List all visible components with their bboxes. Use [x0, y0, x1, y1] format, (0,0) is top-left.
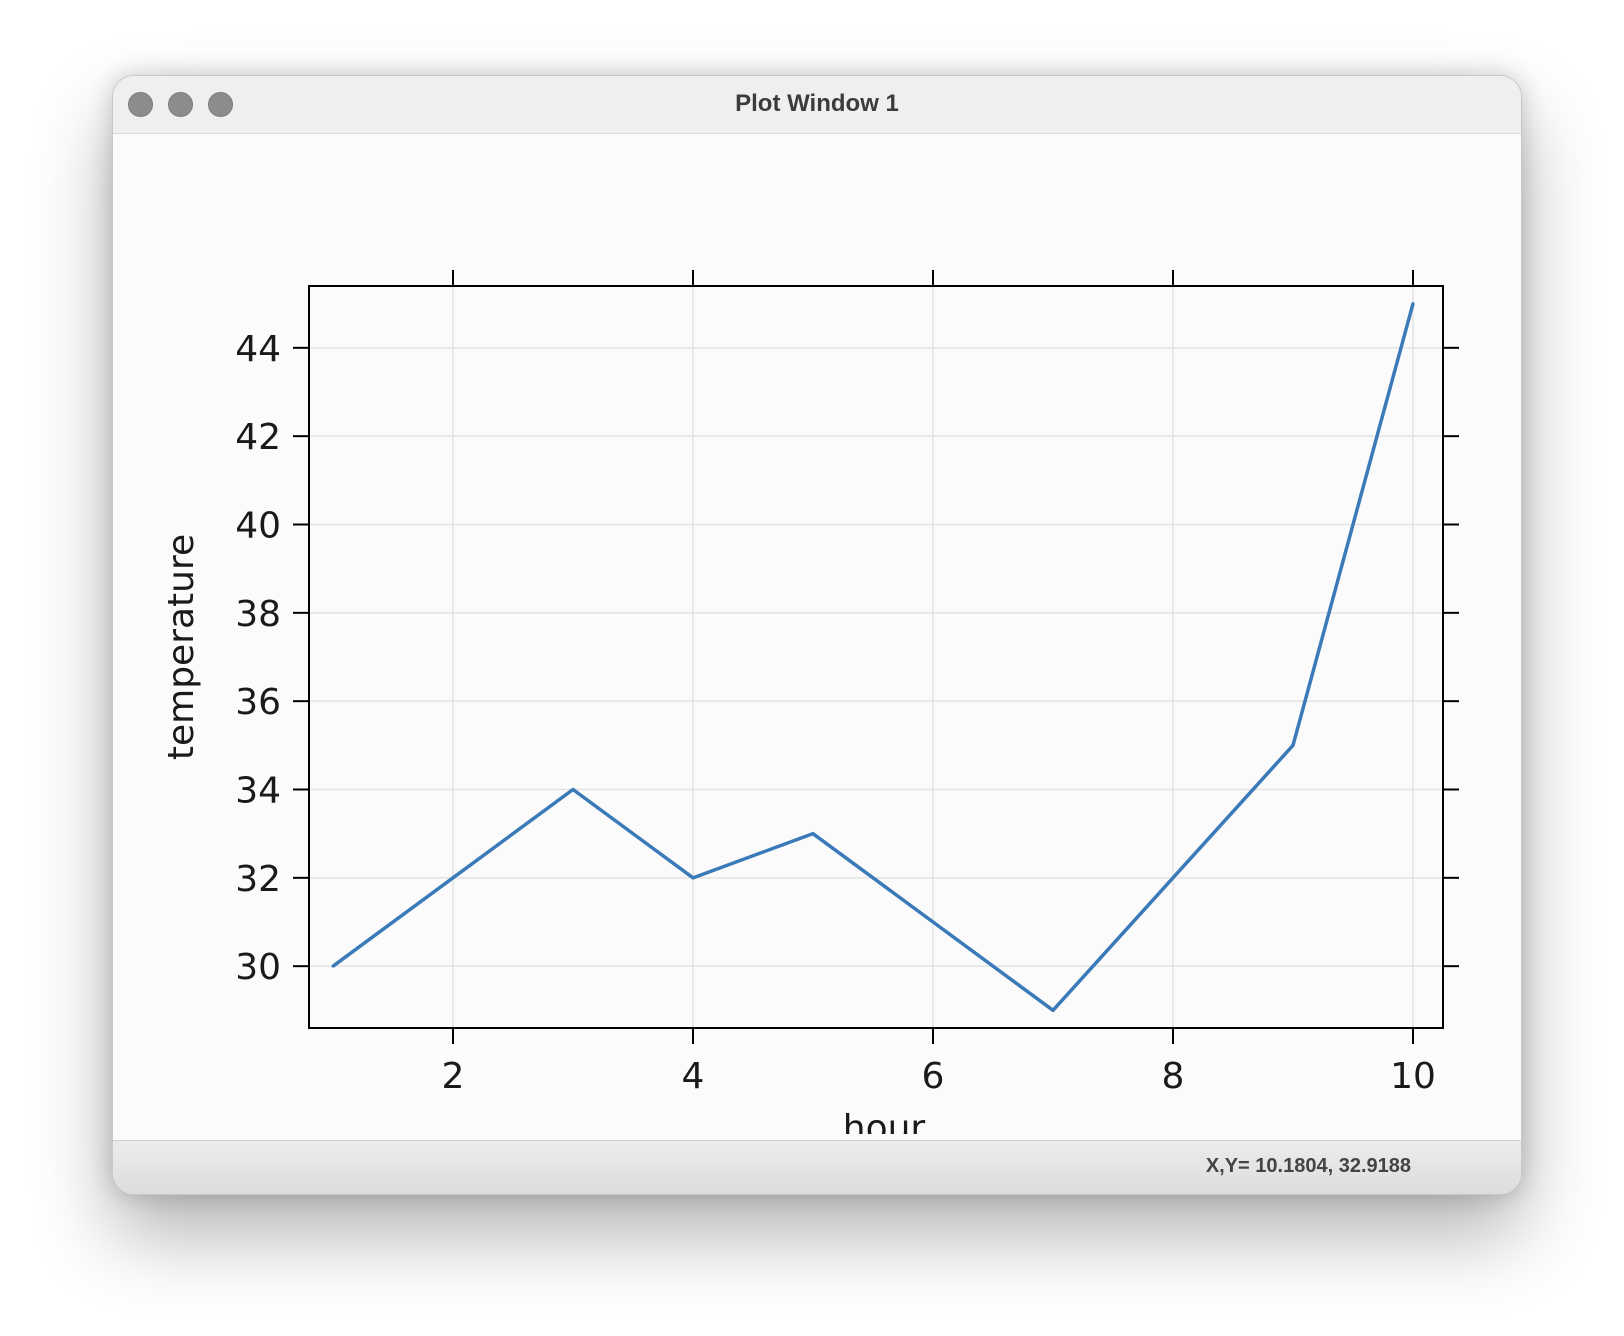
plot-frame — [308, 285, 1444, 1029]
data-point — [451, 876, 455, 880]
data-point — [571, 788, 575, 791]
x-tick-label: 8 — [1162, 1056, 1185, 1097]
y-tick-label: 44 — [235, 329, 281, 370]
data-point — [1171, 876, 1175, 880]
cursor-coordinates: X,Y= 10.1804, 32.9188 — [1205, 1155, 1411, 1177]
plot-window: Plot Window 1 2 4 6 8 10 30 32 34 36 38 40 42 44 hou… — [112, 75, 1522, 1195]
data-point — [691, 876, 695, 880]
y-tick-label: 36 — [235, 682, 281, 723]
line-chart[interactable]: 2 4 6 8 10 30 32 34 36 38 40 42 44 hour temperature — [113, 134, 1521, 1149]
status-bar: X,Y= 10.1804, 32.9188 — [113, 1140, 1521, 1194]
data-point — [1411, 302, 1415, 306]
x-tick-label: 4 — [682, 1056, 705, 1097]
axis-ticks — [293, 270, 1459, 1044]
y-tick-label: 30 — [235, 947, 281, 988]
plot-canvas[interactable]: 2 4 6 8 10 30 32 34 36 38 40 42 44 hour temperature — [113, 134, 1521, 1149]
series — [331, 302, 1415, 1013]
x-tick-label: 10 — [1390, 1056, 1436, 1097]
y-tick-label: 34 — [235, 771, 281, 812]
x-tick-label: 6 — [922, 1056, 945, 1097]
data-point — [1291, 743, 1295, 747]
window-title: Plot Window 1 — [735, 90, 899, 117]
y-axis-label: temperature — [161, 534, 202, 760]
data-point — [1051, 1008, 1055, 1012]
title-bar[interactable]: Plot Window 1 — [113, 76, 1521, 134]
data-point — [811, 832, 815, 836]
y-tick-label: 42 — [235, 417, 281, 458]
grid — [309, 286, 1443, 1028]
close-button[interactable] — [128, 92, 153, 117]
y-tick-label: 38 — [235, 594, 281, 635]
y-tick-label: 40 — [235, 506, 281, 547]
minimize-button[interactable] — [168, 92, 193, 117]
data-point — [331, 964, 335, 968]
x-axis-label: hour — [843, 1108, 926, 1134]
x-tick-label: 2 — [442, 1056, 465, 1097]
tick-labels: 2 4 6 8 10 30 32 34 36 38 40 42 44 — [235, 329, 1436, 1097]
data-point — [931, 920, 935, 924]
maximize-button[interactable] — [208, 92, 233, 117]
y-tick-label: 32 — [235, 859, 281, 900]
series-line-temperature — [331, 303, 1415, 1013]
